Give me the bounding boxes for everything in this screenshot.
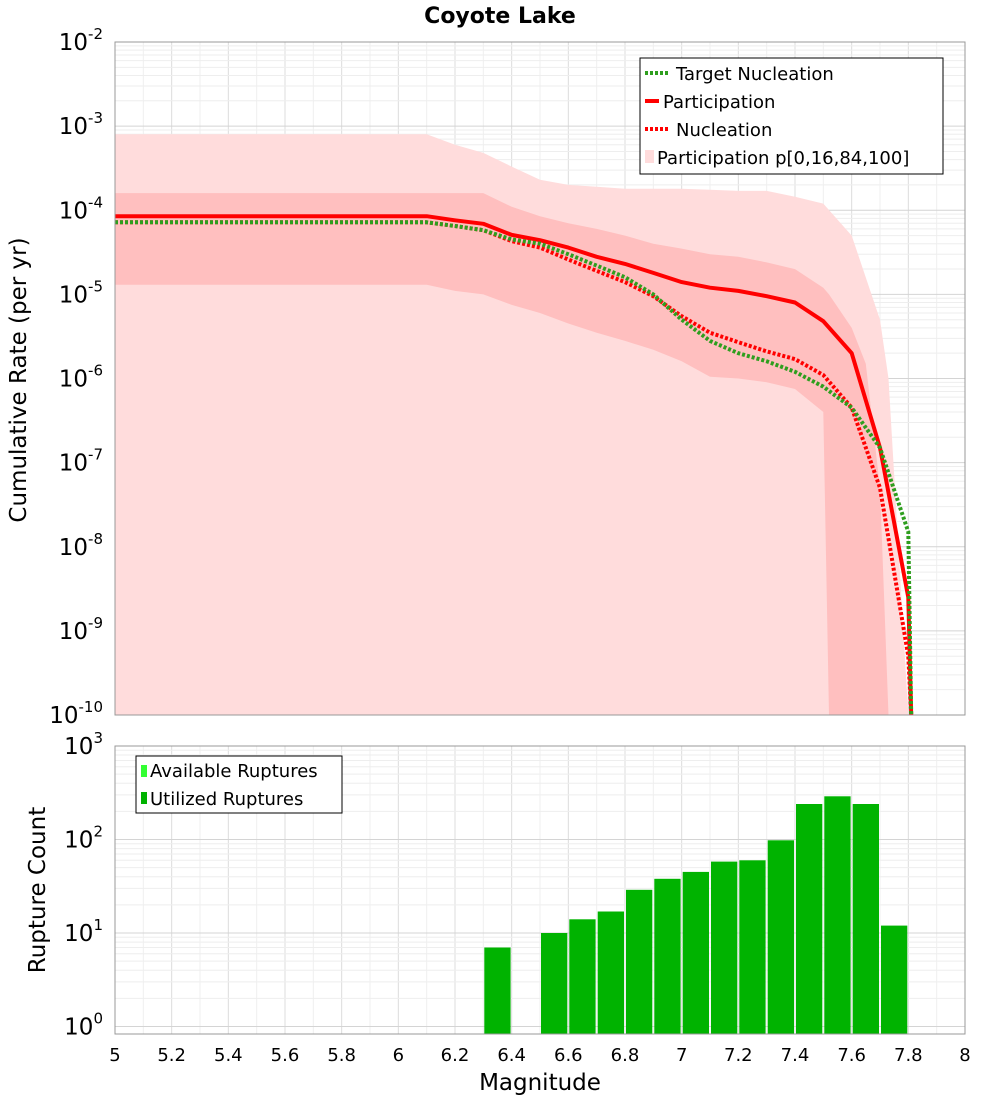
top-y-axis-label: Cumulative Rate (per yr) <box>6 237 32 522</box>
bar-utilized-ruptures <box>484 947 511 1034</box>
top-legend-box <box>639 57 944 175</box>
chart-title: Coyote Lake <box>424 4 576 29</box>
x-tick-label: 7.2 <box>724 1045 753 1066</box>
legend-label-available: Available Ruptures <box>150 761 318 782</box>
x-tick-label: 8 <box>959 1045 970 1066</box>
x-tick-label: 5.4 <box>214 1045 243 1066</box>
bar-utilized-ruptures <box>711 861 738 1034</box>
bottom-y-tick-label: 101 <box>64 916 103 947</box>
x-tick-label: 6.2 <box>441 1045 470 1066</box>
top-y-tick-label: 10-6 <box>59 362 103 393</box>
top-legend: Target Nucleation Participation Nucleati… <box>639 57 944 175</box>
bottom-y-axis-label: Rupture Count <box>25 807 51 973</box>
top-plot-frame <box>114 41 966 716</box>
bar-utilized-ruptures <box>739 860 766 1034</box>
x-tick-label: 6 <box>393 1045 404 1066</box>
bar-utilized-ruptures <box>682 871 709 1034</box>
x-tick-label: 7.4 <box>781 1045 810 1066</box>
legend-label-participation: Participation <box>663 92 775 113</box>
legend-swatch-participation-band <box>645 150 654 163</box>
bar-utilized-ruptures <box>541 933 568 1034</box>
top-y-tick-label: 10-7 <box>59 446 103 477</box>
top-y-tick-label: 10-5 <box>59 277 103 308</box>
top-panel: 10-10 10-9 10-8 10-7 10-6 10-5 10-4 10-3 10-2 Cu… <box>6 25 966 729</box>
x-tick-label: 6.6 <box>554 1045 583 1066</box>
bottom-legend-box <box>135 755 343 814</box>
bottom-plot-frame <box>114 745 966 1035</box>
x-tick-label: 5 <box>109 1045 120 1066</box>
bottom-panel: 100 101 102 103 5 5.2 5.4 5.6 5.8 6 6.2 6.4 6.6 6.8 7… <box>25 729 971 1096</box>
x-tick-label: 7.8 <box>894 1045 923 1066</box>
x-tick-label: 6.4 <box>497 1045 526 1066</box>
top-y-tick-label: 10-2 <box>59 25 103 56</box>
bar-utilized-ruptures <box>597 911 624 1034</box>
bottom-bars <box>484 796 908 1034</box>
x-tick-labels: 5 5.2 5.4 5.6 5.8 6 6.2 6.4 6.6 6.8 7 7.2 7.4 7.6 7.8 8 <box>109 1045 970 1066</box>
top-y-tick-label: 10-9 <box>59 614 103 645</box>
bottom-y-tick-label: 102 <box>64 823 103 854</box>
x-tick-label: 5.2 <box>157 1045 186 1066</box>
series-line-participation <box>115 214 914 716</box>
legend-label-nucleation: Nucleation <box>676 120 772 141</box>
x-axis-label: Magnitude <box>479 1070 601 1096</box>
legend-label-utilized: Utilized Ruptures <box>150 789 303 810</box>
legend-swatch-utilized <box>141 792 147 804</box>
x-tick-label: 7 <box>676 1045 687 1066</box>
bar-utilized-ruptures <box>767 840 794 1034</box>
top-y-tick-label: 10-10 <box>49 698 103 729</box>
top-y-tick-labels: 10-10 10-9 10-8 10-7 10-6 10-5 10-4 10-3 10-2 <box>49 25 103 729</box>
bar-utilized-ruptures <box>569 919 596 1034</box>
x-tick-label: 7.6 <box>837 1045 866 1066</box>
bottom-legend: Available Ruptures Utilized Ruptures <box>135 755 343 814</box>
bar-utilized-ruptures <box>824 796 851 1034</box>
x-tick-label: 5.6 <box>271 1045 300 1066</box>
bar-utilized-ruptures <box>796 804 823 1034</box>
bottom-y-tick-label: 103 <box>64 729 103 760</box>
x-tick-label: 5.8 <box>327 1045 356 1066</box>
top-bands <box>115 134 909 716</box>
bar-utilized-ruptures <box>626 889 653 1034</box>
bar-utilized-ruptures <box>654 878 681 1034</box>
x-tick-label: 6.8 <box>611 1045 640 1066</box>
legend-label-target-nucleation: Target Nucleation <box>675 64 834 85</box>
bottom-y-tick-labels: 100 101 102 103 <box>64 729 103 1041</box>
legend-swatch-available <box>141 765 147 777</box>
top-y-tick-label: 10-8 <box>59 530 103 561</box>
top-y-tick-label: 10-4 <box>59 193 103 224</box>
top-y-tick-label: 10-3 <box>59 109 103 140</box>
top-series <box>115 214 914 716</box>
legend-label-participation-band: Participation p[0,16,84,100] <box>657 148 909 169</box>
series-line-target-nucleation <box>115 220 914 716</box>
bottom-y-tick-label: 100 <box>64 1010 103 1041</box>
bar-utilized-ruptures <box>852 804 879 1034</box>
bar-utilized-ruptures <box>881 925 908 1034</box>
